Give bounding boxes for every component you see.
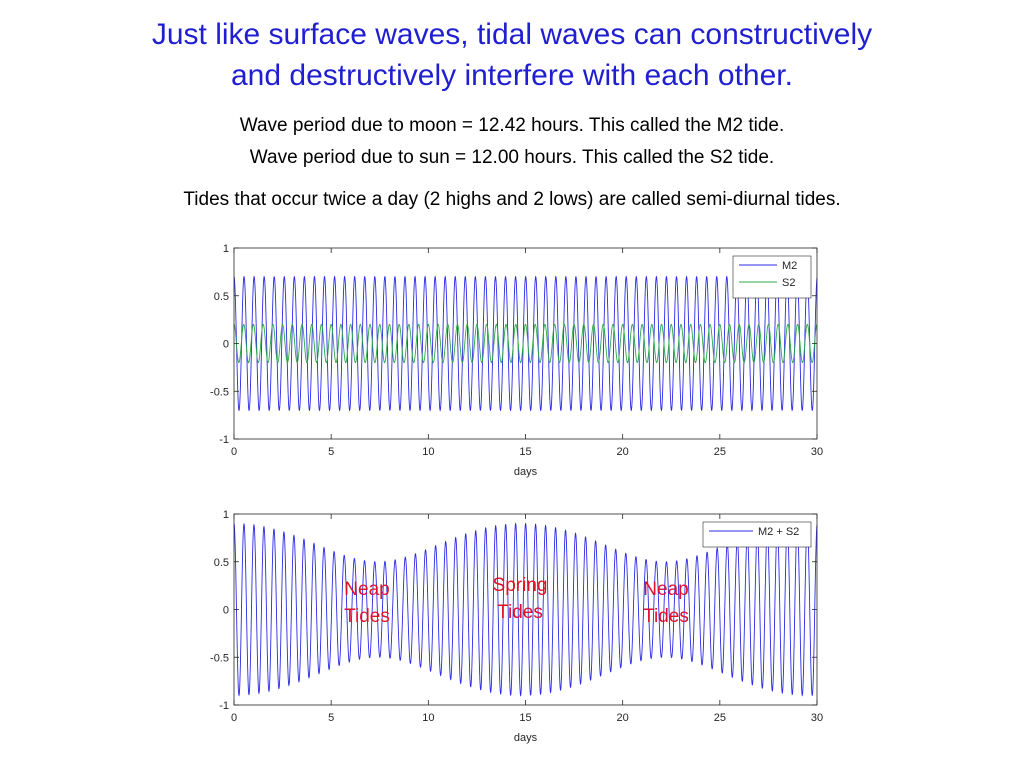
- x-tick-label: 20: [617, 446, 629, 458]
- legend-box: [702, 521, 812, 548]
- title-line-2: and destructively interfere with each ot…: [231, 59, 793, 92]
- spring-tides-label: Spring Tides: [480, 572, 560, 626]
- y-tick-label: -1: [219, 434, 229, 446]
- neap-tides-right-label: Neap Tides: [629, 576, 703, 630]
- y-tick-label: 0.5: [214, 291, 229, 303]
- legend-entry: M2 + S2: [758, 526, 799, 538]
- x-tick-label: 30: [811, 712, 823, 724]
- neap-left-line1: Neap: [344, 579, 390, 600]
- x-tick-label: 25: [714, 446, 726, 458]
- y-tick-label: 0: [223, 605, 229, 617]
- y-tick-label: 0: [223, 339, 229, 351]
- x-tick-label: 15: [519, 446, 531, 458]
- y-tick-label: -0.5: [210, 386, 229, 398]
- neap-tides-left-label: Neap Tides: [330, 576, 404, 630]
- chart-panel-0: [233, 247, 818, 440]
- neap-left-line2: Tides: [344, 606, 390, 627]
- slide-title: Just like surface waves, tidal waves can…: [0, 14, 1024, 96]
- y-tick-label: -1: [219, 700, 229, 712]
- s2-period-text: Wave period due to sun = 12.00 hours. Th…: [249, 147, 775, 168]
- x-tick-label: 15: [519, 712, 531, 724]
- x-tick-label: 20: [617, 712, 629, 724]
- axes-box: [233, 247, 818, 440]
- x-tick-label: 0: [231, 712, 237, 724]
- semi-diurnal-text: Tides that occur twice a day (2 highs an…: [183, 189, 841, 210]
- y-tick-label: -0.5: [210, 652, 229, 664]
- legend-box: [732, 255, 812, 299]
- x-tick-label: 0: [231, 446, 237, 458]
- y-tick-label: 0.5: [214, 557, 229, 569]
- series-line-s2: [233, 323, 818, 364]
- title-line-1: Just like surface waves, tidal waves can…: [151, 18, 873, 51]
- spring-line2: Tides: [497, 602, 543, 623]
- neap-right-line1: Neap: [643, 579, 689, 600]
- spring-line1: Spring: [492, 575, 548, 596]
- m2-period-text: Wave period due to moon = 12.42 hours. T…: [239, 115, 785, 136]
- x-tick-label: 5: [328, 446, 334, 458]
- legend-entry: M2: [782, 260, 797, 272]
- x-axis-label: days: [514, 732, 538, 744]
- x-tick-label: 5: [328, 712, 334, 724]
- x-tick-label: 10: [422, 712, 434, 724]
- legend-entry: S2: [782, 277, 795, 289]
- series-line-m2: [233, 275, 818, 412]
- y-tick-label: 1: [223, 509, 229, 521]
- x-tick-label: 30: [811, 446, 823, 458]
- x-axis-label: days: [514, 466, 538, 478]
- neap-right-line2: Tides: [643, 606, 689, 627]
- x-tick-label: 25: [714, 712, 726, 724]
- y-tick-label: 1: [223, 243, 229, 255]
- x-tick-label: 10: [422, 446, 434, 458]
